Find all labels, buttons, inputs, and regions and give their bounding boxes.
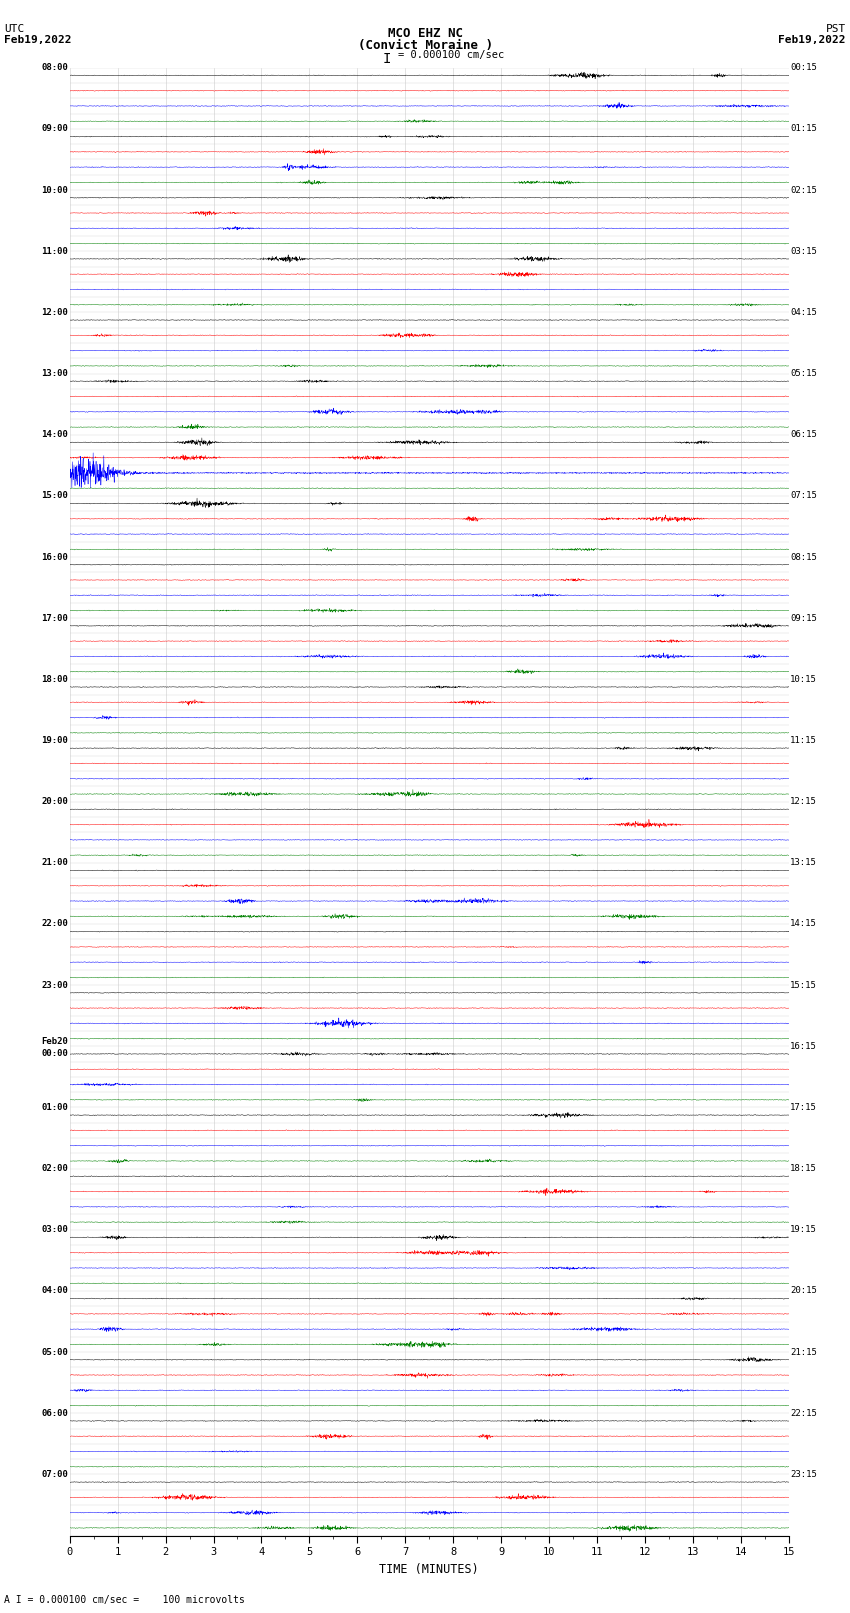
Text: 09:00: 09:00 — [42, 124, 68, 134]
Text: 01:00: 01:00 — [42, 1103, 68, 1111]
Text: 02:00: 02:00 — [42, 1165, 68, 1173]
Text: 13:00: 13:00 — [42, 369, 68, 377]
Text: 23:00: 23:00 — [42, 981, 68, 990]
Text: 08:00: 08:00 — [42, 63, 68, 73]
Text: I: I — [382, 52, 391, 66]
Text: 05:15: 05:15 — [790, 369, 817, 377]
Text: 00:00: 00:00 — [42, 1048, 68, 1058]
Text: 19:00: 19:00 — [42, 736, 68, 745]
Text: 14:00: 14:00 — [42, 431, 68, 439]
Text: UTC: UTC — [4, 24, 25, 34]
Text: 20:15: 20:15 — [790, 1287, 817, 1295]
Text: 03:15: 03:15 — [790, 247, 817, 256]
Text: 15:00: 15:00 — [42, 492, 68, 500]
Text: 06:15: 06:15 — [790, 431, 817, 439]
Text: 11:00: 11:00 — [42, 247, 68, 256]
Text: 04:15: 04:15 — [790, 308, 817, 316]
Text: 10:00: 10:00 — [42, 185, 68, 195]
Text: 22:00: 22:00 — [42, 919, 68, 929]
Text: 13:15: 13:15 — [790, 858, 817, 868]
Text: 11:15: 11:15 — [790, 736, 817, 745]
Text: 03:00: 03:00 — [42, 1226, 68, 1234]
Text: Feb19,2022: Feb19,2022 — [4, 35, 71, 45]
Text: PST: PST — [825, 24, 846, 34]
Text: 06:00: 06:00 — [42, 1408, 68, 1418]
Text: 16:15: 16:15 — [790, 1042, 817, 1050]
Text: 18:15: 18:15 — [790, 1165, 817, 1173]
Text: (Convict Moraine ): (Convict Moraine ) — [358, 39, 492, 52]
Text: 12:00: 12:00 — [42, 308, 68, 316]
Text: 10:15: 10:15 — [790, 674, 817, 684]
Text: 07:15: 07:15 — [790, 492, 817, 500]
Text: 23:15: 23:15 — [790, 1469, 817, 1479]
Text: 02:15: 02:15 — [790, 185, 817, 195]
Text: 17:00: 17:00 — [42, 613, 68, 623]
Text: 19:15: 19:15 — [790, 1226, 817, 1234]
Text: Feb20: Feb20 — [42, 1037, 68, 1047]
Text: 07:00: 07:00 — [42, 1469, 68, 1479]
Text: 04:00: 04:00 — [42, 1287, 68, 1295]
Text: 15:15: 15:15 — [790, 981, 817, 990]
Text: A I = 0.000100 cm/sec =    100 microvolts: A I = 0.000100 cm/sec = 100 microvolts — [4, 1595, 245, 1605]
Text: 18:00: 18:00 — [42, 674, 68, 684]
Text: 12:15: 12:15 — [790, 797, 817, 806]
Text: 16:00: 16:00 — [42, 553, 68, 561]
Text: MCO EHZ NC: MCO EHZ NC — [388, 27, 462, 40]
Text: = 0.000100 cm/sec: = 0.000100 cm/sec — [398, 50, 504, 60]
Text: 01:15: 01:15 — [790, 124, 817, 134]
Text: Feb19,2022: Feb19,2022 — [779, 35, 846, 45]
Text: 05:00: 05:00 — [42, 1347, 68, 1357]
Text: 21:00: 21:00 — [42, 858, 68, 868]
Text: 00:15: 00:15 — [790, 63, 817, 73]
Text: 09:15: 09:15 — [790, 613, 817, 623]
Text: 21:15: 21:15 — [790, 1347, 817, 1357]
Text: 08:15: 08:15 — [790, 553, 817, 561]
X-axis label: TIME (MINUTES): TIME (MINUTES) — [379, 1563, 479, 1576]
Text: 20:00: 20:00 — [42, 797, 68, 806]
Text: 17:15: 17:15 — [790, 1103, 817, 1111]
Text: 14:15: 14:15 — [790, 919, 817, 929]
Text: 22:15: 22:15 — [790, 1408, 817, 1418]
